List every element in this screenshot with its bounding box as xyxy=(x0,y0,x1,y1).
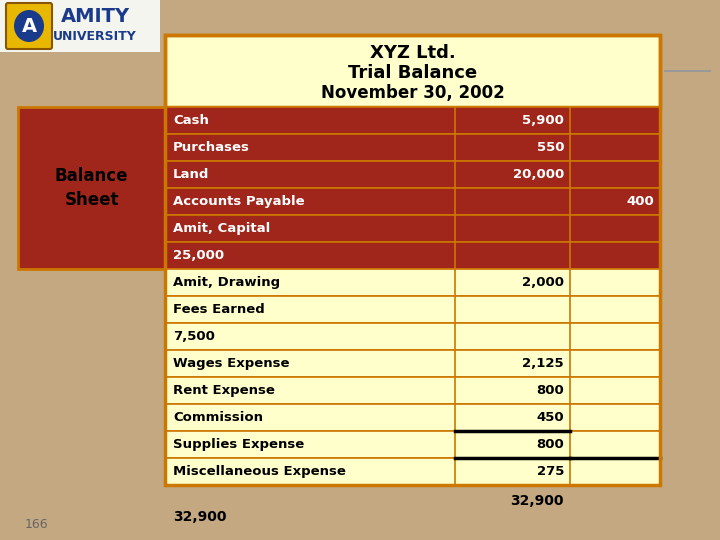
Bar xyxy=(165,134,660,161)
Bar xyxy=(165,323,660,350)
Text: Amit, Capital: Amit, Capital xyxy=(173,222,270,235)
Text: 5,900: 5,900 xyxy=(522,114,564,127)
Bar xyxy=(165,296,660,323)
Bar xyxy=(165,161,660,188)
Text: 166: 166 xyxy=(25,518,49,531)
Text: 450: 450 xyxy=(536,411,564,424)
Text: UNIVERSITY: UNIVERSITY xyxy=(53,30,137,43)
Text: 800: 800 xyxy=(536,384,564,397)
Bar xyxy=(18,107,165,269)
Bar xyxy=(165,350,660,377)
Text: 2,000: 2,000 xyxy=(522,276,564,289)
Text: Accounts Payable: Accounts Payable xyxy=(173,195,305,208)
Text: Wages Expense: Wages Expense xyxy=(173,357,289,370)
Text: 25,000: 25,000 xyxy=(173,249,224,262)
Bar xyxy=(165,377,660,404)
Text: 32,900: 32,900 xyxy=(510,494,564,508)
Text: Rent Expense: Rent Expense xyxy=(173,384,275,397)
Bar xyxy=(165,188,660,215)
Text: Commission: Commission xyxy=(173,411,263,424)
Bar xyxy=(165,35,660,107)
Text: 550: 550 xyxy=(536,141,564,154)
Bar xyxy=(0,0,160,52)
Text: 20,000: 20,000 xyxy=(513,168,564,181)
Text: 400: 400 xyxy=(626,195,654,208)
Bar xyxy=(165,458,660,485)
Bar xyxy=(165,35,660,485)
Text: 32,900: 32,900 xyxy=(173,510,227,524)
Text: Cash: Cash xyxy=(173,114,209,127)
Text: Purchases: Purchases xyxy=(173,141,250,154)
Bar xyxy=(165,269,660,296)
Text: Fees Earned: Fees Earned xyxy=(173,303,265,316)
Text: Land: Land xyxy=(173,168,210,181)
Bar xyxy=(165,404,660,431)
Text: Supplies Expense: Supplies Expense xyxy=(173,438,305,451)
Text: November 30, 2002: November 30, 2002 xyxy=(320,84,505,102)
Text: AMITY: AMITY xyxy=(60,8,130,26)
Text: Amit, Drawing: Amit, Drawing xyxy=(173,276,280,289)
Text: Trial Balance: Trial Balance xyxy=(348,64,477,82)
Bar xyxy=(165,215,660,242)
Text: A: A xyxy=(22,17,37,36)
Bar xyxy=(165,242,660,269)
Text: 800: 800 xyxy=(536,438,564,451)
Text: XYZ Ltd.: XYZ Ltd. xyxy=(369,44,455,62)
Text: 2,125: 2,125 xyxy=(523,357,564,370)
Bar xyxy=(165,431,660,458)
Text: Miscellaneous Expense: Miscellaneous Expense xyxy=(173,465,346,478)
Ellipse shape xyxy=(14,10,44,42)
Text: 275: 275 xyxy=(536,465,564,478)
Bar xyxy=(165,107,660,134)
Text: 7,500: 7,500 xyxy=(173,330,215,343)
Text: Balance
Sheet: Balance Sheet xyxy=(55,167,128,209)
FancyBboxPatch shape xyxy=(6,3,52,49)
